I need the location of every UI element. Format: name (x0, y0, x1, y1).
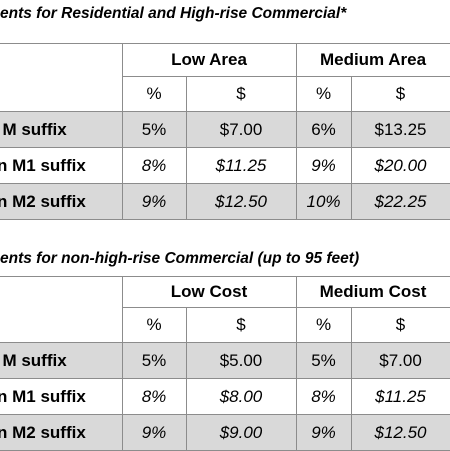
table-2-heading: ents for non-high-rise Commercial (up to… (0, 250, 360, 267)
table-cell: $12.50 (185, 183, 297, 220)
unit-header: % (295, 76, 352, 112)
row-label-text: n M1 suffix (0, 155, 86, 175)
group-header-low-area: Low Area (121, 43, 297, 77)
table-cell: 6% (295, 111, 352, 148)
table-1-heading: ents for Residential and High-rise Comme… (0, 5, 347, 22)
table-row: n M1 suffix 8% $11.25 9% $20.00 (0, 147, 450, 184)
group-header-low-cost: Low Cost (121, 276, 297, 308)
unit-header: $ (185, 76, 297, 112)
table-cell: 9% (295, 147, 352, 184)
table-row: n M1 suffix 8% $8.00 8% $11.25 (0, 378, 450, 415)
unit-header: % (295, 307, 352, 343)
table-cell: $20.00 (350, 147, 450, 184)
table-row: l M suffix 5% $7.00 6% $13.25 (0, 111, 450, 148)
row-label: n M1 suffix (0, 147, 123, 184)
row-label: l M suffix (0, 342, 123, 379)
unit-header: $ (350, 307, 450, 343)
table-cell: 9% (295, 414, 352, 451)
table-row: n M2 suffix 9% $12.50 10% $22.25 (0, 183, 450, 220)
row-label-text: n M2 suffix (0, 422, 86, 442)
row-label-text: l M suffix (0, 119, 67, 139)
table-cell: $7.00 (350, 342, 450, 379)
residential-highrise-table: Low Area Medium Area % $ % $ l M suffix … (0, 43, 450, 220)
unit-header: $ (350, 76, 450, 112)
row-label: n M2 suffix (0, 183, 123, 220)
unit-header: % (121, 76, 187, 112)
table-cell: $11.25 (350, 378, 450, 415)
table-cell: 5% (121, 342, 187, 379)
table-cell: $12.50 (350, 414, 450, 451)
table-cell: 5% (295, 342, 352, 379)
header-blank-cell (0, 276, 123, 343)
table-cell: $13.25 (350, 111, 450, 148)
row-label: n M1 suffix (0, 378, 123, 415)
header-blank-cell (0, 43, 123, 112)
table-cell: 5% (121, 111, 187, 148)
table-cell: $8.00 (185, 378, 297, 415)
group-header-medium-cost: Medium Cost (295, 276, 450, 308)
table-row: l M suffix 5% $5.00 5% $7.00 (0, 342, 450, 379)
table-cell: 8% (121, 378, 187, 415)
table-cell: 8% (295, 378, 352, 415)
table-cell: $22.25 (350, 183, 450, 220)
row-label-text: n M1 suffix (0, 386, 86, 406)
row-label-text: n M2 suffix (0, 191, 86, 211)
table-header-row: Low Cost Medium Cost (0, 276, 450, 343)
table-cell: 8% (121, 147, 187, 184)
row-label: n M2 suffix (0, 414, 123, 451)
table-cell: $5.00 (185, 342, 297, 379)
row-label: l M suffix (0, 111, 123, 148)
unit-header: $ (185, 307, 297, 343)
row-label-text: l M suffix (0, 350, 67, 370)
table-header-row: Low Area Medium Area (0, 43, 450, 112)
table-cell: $7.00 (185, 111, 297, 148)
non-highrise-commercial-table: Low Cost Medium Cost % $ % $ l M suffix … (0, 276, 450, 451)
group-header-medium-area: Medium Area (295, 43, 450, 77)
table-cell: $9.00 (185, 414, 297, 451)
unit-header: % (121, 307, 187, 343)
table-cell: $11.25 (185, 147, 297, 184)
table-cell: 9% (121, 414, 187, 451)
table-row: n M2 suffix 9% $9.00 9% $12.50 (0, 414, 450, 451)
table-cell: 10% (295, 183, 352, 220)
table-cell: 9% (121, 183, 187, 220)
